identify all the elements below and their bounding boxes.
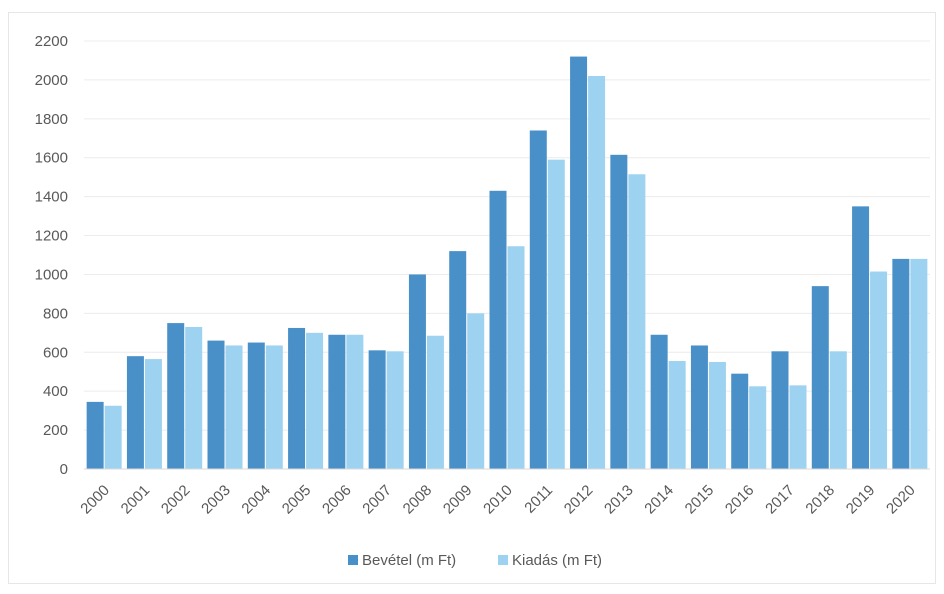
bar-kiadas-2012 xyxy=(588,76,606,469)
x-tick-label: 2002 xyxy=(158,482,194,518)
legend-label-kiadas: Kiadás (m Ft) xyxy=(512,552,602,569)
bar-kiadas-2002 xyxy=(185,326,203,469)
x-tick-label: 2015 xyxy=(682,482,718,518)
bar-bevetel-2003 xyxy=(207,340,225,469)
x-axis-ticks: 2000 2001 2002 2003 2004 2005 2006 2007 2008 2009… xyxy=(77,482,918,518)
bar-bevetel-2002 xyxy=(167,323,185,469)
x-tick-label: 2014 xyxy=(641,482,677,518)
x-tick-label: 2000 xyxy=(77,482,113,518)
legend-label-bevetel: Bevétel (m Ft) xyxy=(362,552,456,569)
bar-bevetel-2010 xyxy=(489,190,507,470)
bar-bevetel-2008 xyxy=(408,274,426,469)
x-tick-label: 2012 xyxy=(561,482,597,518)
x-tick-label: 2004 xyxy=(238,482,274,518)
gridlines xyxy=(84,40,930,431)
bar-bevetel-2009 xyxy=(449,251,467,469)
bar-bevetel-2014 xyxy=(650,334,668,469)
x-tick-label: 2011 xyxy=(521,482,556,517)
x-tick-label: 2020 xyxy=(883,482,919,518)
bar-kiadas-2017 xyxy=(789,385,807,469)
x-tick-label: 2016 xyxy=(722,482,758,518)
bar-kiadas-2006 xyxy=(346,334,364,469)
legend: Bevétel (m Ft) Kiadás (m Ft) xyxy=(348,552,602,569)
bar-kiadas-2016 xyxy=(749,386,767,469)
y-tick-label: 2200 xyxy=(35,33,68,50)
bar-bevetel-2000 xyxy=(86,401,104,469)
bar-kiadas-2005 xyxy=(306,332,324,469)
bar-bevetel-2015 xyxy=(690,345,708,469)
x-tick-label: 2010 xyxy=(480,482,516,518)
x-tick-label: 2017 xyxy=(762,482,798,518)
y-tick-label: 1600 xyxy=(35,150,68,167)
bar-bevetel-2016 xyxy=(731,373,749,469)
y-tick-label: 400 xyxy=(43,383,68,400)
legend-swatch-kiadas xyxy=(498,555,508,565)
bar-bevetel-2020 xyxy=(892,258,910,469)
bar-kiadas-2001 xyxy=(144,359,162,469)
bar-kiadas-2003 xyxy=(225,345,243,469)
bar-bevetel-2013 xyxy=(610,154,628,470)
bar-kiadas-2008 xyxy=(426,335,444,469)
y-tick-label: 1400 xyxy=(35,189,68,206)
bar-bevetel-2017 xyxy=(771,351,789,469)
y-tick-label: 2000 xyxy=(35,72,68,89)
bar-kiadas-2000 xyxy=(104,405,122,469)
y-tick-label: 1800 xyxy=(35,111,68,128)
bar-kiadas-2011 xyxy=(547,159,565,469)
bar-kiadas-2010 xyxy=(507,246,525,469)
y-tick-label: 600 xyxy=(43,344,68,361)
y-tick-label: 1200 xyxy=(35,228,68,245)
bars xyxy=(86,56,928,470)
bar-bevetel-2001 xyxy=(126,356,144,469)
bar-kiadas-2020 xyxy=(910,258,928,469)
bar-bevetel-2006 xyxy=(328,334,346,469)
y-tick-label: 1000 xyxy=(35,266,68,283)
bar-kiadas-2019 xyxy=(870,271,888,469)
bar-bevetel-2018 xyxy=(811,286,829,469)
x-tick-label: 2018 xyxy=(802,482,838,518)
bar-bevetel-2011 xyxy=(529,130,547,469)
x-tick-label: 2013 xyxy=(601,482,637,518)
x-tick-label: 2006 xyxy=(319,482,355,518)
bar-kiadas-2009 xyxy=(467,313,485,469)
y-tick-label: 200 xyxy=(43,422,68,439)
x-tick-label: 2008 xyxy=(400,482,436,518)
y-tick-label: 0 xyxy=(60,461,68,478)
bar-bevetel-2012 xyxy=(570,56,588,470)
bar-bevetel-2005 xyxy=(288,327,306,469)
bar-kiadas-2014 xyxy=(668,361,686,469)
x-tick-label: 2019 xyxy=(843,482,879,518)
bar-kiadas-2013 xyxy=(628,174,646,469)
chart-frame xyxy=(8,12,936,584)
bar-bevetel-2004 xyxy=(247,342,265,469)
x-tick-label: 2005 xyxy=(279,482,315,518)
x-tick-label: 2009 xyxy=(440,482,476,518)
bar-kiadas-2007 xyxy=(386,351,404,469)
bar-bevetel-2007 xyxy=(368,350,386,469)
x-tick-label: 2007 xyxy=(359,482,395,518)
x-tick-label: 2003 xyxy=(198,482,234,518)
legend-swatch-bevetel xyxy=(348,555,358,565)
y-axis-ticks: 0 200 400 600 800 1000 1200 1400 1600 1800 2000 220… xyxy=(35,33,68,478)
bar-kiadas-2018 xyxy=(829,351,847,469)
y-tick-label: 800 xyxy=(43,305,68,322)
x-tick-label: 2001 xyxy=(118,482,154,518)
bar-bevetel-2019 xyxy=(852,206,870,469)
bar-kiadas-2015 xyxy=(708,362,726,469)
bar-kiadas-2004 xyxy=(265,345,283,469)
